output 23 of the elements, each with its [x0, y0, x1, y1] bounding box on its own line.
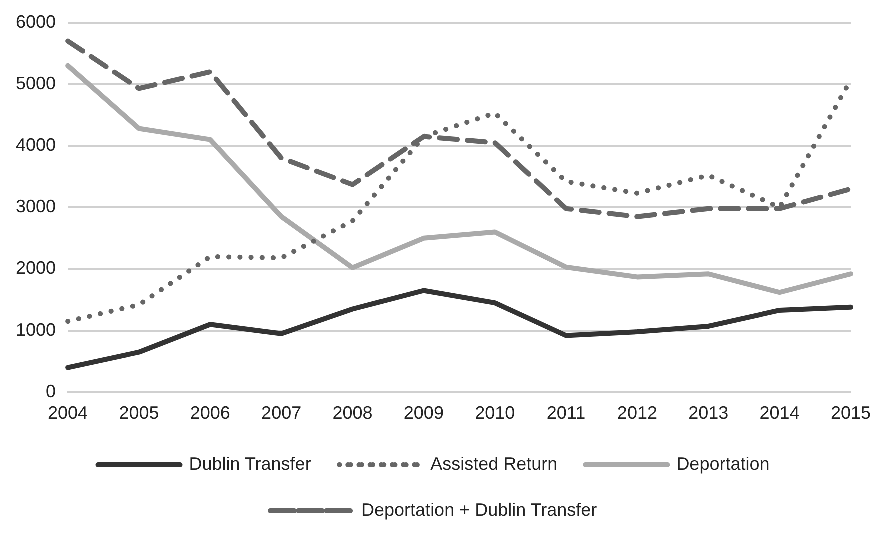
x-tick-label: 2009 — [404, 403, 444, 424]
y-tick-label: 5000 — [16, 73, 56, 94]
y-tick-label: 6000 — [16, 12, 56, 32]
x-tick-label: 2012 — [617, 403, 658, 424]
y-tick-label: 2000 — [16, 258, 56, 278]
x-tick-label: 2015 — [830, 403, 871, 424]
x-tick-label: 2005 — [119, 403, 160, 424]
x-tick-label: 2008 — [332, 403, 373, 424]
x-tick-label: 2004 — [48, 403, 88, 424]
x-tick-label: 2010 — [475, 403, 516, 424]
x-tick-label: 2013 — [688, 403, 729, 424]
y-tick-label: 0 — [46, 381, 56, 402]
x-tick-label: 2014 — [760, 403, 800, 424]
x-tick-label: 2011 — [546, 403, 586, 424]
x-tick-label: 2007 — [262, 403, 302, 424]
y-tick-label: 4000 — [16, 134, 56, 155]
legend-label: Assisted Return — [430, 454, 558, 474]
legend-label: Deportation — [676, 454, 770, 474]
y-tick-label: 3000 — [16, 196, 56, 217]
x-tick-label: 2006 — [190, 403, 230, 424]
legend-label: Deportation + Dublin Transfer — [362, 500, 598, 520]
legend-label: Dublin Transfer — [189, 454, 312, 474]
y-tick-label: 1000 — [16, 320, 56, 340]
